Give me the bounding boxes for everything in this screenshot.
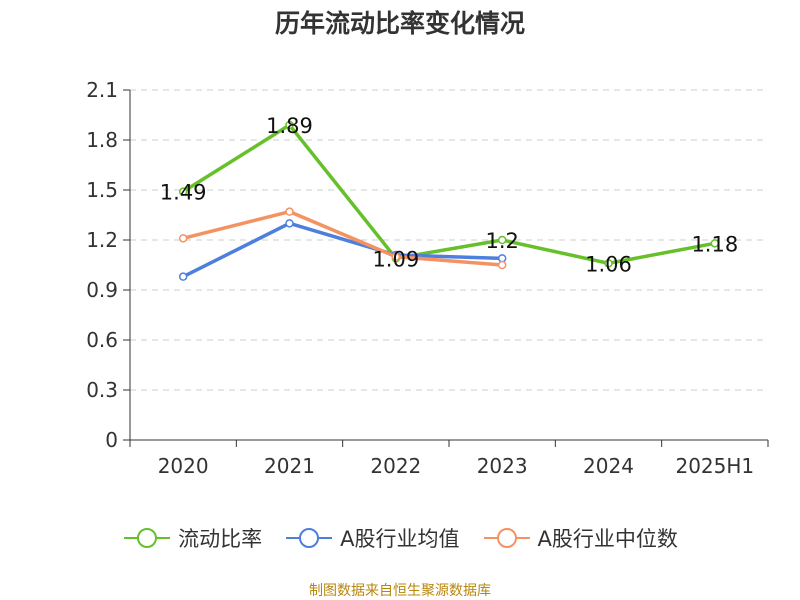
series-line-2 [182, 209, 503, 267]
y-tick-label: 0.9 [86, 278, 118, 302]
data-point [285, 207, 294, 216]
data-point [178, 234, 188, 243]
legend-label: A股行业中位数 [537, 527, 678, 551]
chart-title: 历年流动比率变化情况 [274, 9, 525, 38]
x-tick-label: 2023 [477, 454, 528, 478]
y-tick-label: 0.3 [86, 378, 118, 402]
y-tick-label: 1.2 [86, 228, 118, 252]
y-tick-label: 1.5 [86, 178, 118, 202]
series-line-1 [182, 221, 503, 279]
x-tick-label: 2024 [583, 454, 634, 478]
x-tick-label: 2020 [158, 454, 209, 478]
data-point [391, 252, 401, 261]
y-tick-label: 1.8 [86, 128, 118, 152]
series-line-0 [182, 123, 716, 266]
data-point [178, 272, 188, 281]
source-note: 制图数据来自恒生聚源数据库 [309, 583, 491, 599]
x-tick-label: 2022 [370, 454, 421, 478]
axes: 0 0.3 0.6 0.9 1.2 1.5 1.8 2.1 2020 2021 2022 2023 20… [86, 78, 769, 478]
legend-marker-icon [483, 528, 530, 548]
data-label: 1.06 [585, 252, 632, 276]
y-tick-label: 2.1 [86, 78, 118, 102]
y-tick-label: 0 [105, 428, 118, 452]
grid-lines [130, 89, 768, 391]
data-label: 1.18 [691, 232, 738, 256]
legend: 流动比率 A股行业均值 A股行业中位数 [0, 521, 800, 555]
data-labels: 1.49 1.89 1.09 1.2 1.06 1.18 [160, 114, 738, 276]
data-label: 1.89 [266, 114, 313, 138]
legend-label: 流动比率 [178, 527, 263, 551]
data-label: 1.2 [485, 229, 518, 253]
data-point [497, 260, 507, 270]
legend-item[interactable]: 流动比率 [122, 523, 262, 553]
data-point [710, 239, 720, 248]
legend-item[interactable]: A股行业中位数 [482, 523, 678, 553]
data-label: 1.49 [160, 181, 207, 205]
legend-label: A股行业均值 [340, 527, 460, 551]
data-point [178, 187, 188, 196]
series-lines [178, 120, 720, 281]
data-point [285, 219, 294, 228]
data-point [285, 120, 294, 130]
legend-item[interactable]: A股行业均值 [284, 523, 460, 553]
x-tick-label: 2021 [264, 454, 315, 478]
data-point [497, 235, 507, 245]
x-tick-label: 2025H1 [675, 454, 754, 478]
data-label: 1.09 [372, 247, 419, 271]
legend-marker-icon [286, 528, 333, 548]
y-tick-label: 0.6 [86, 328, 118, 352]
legend-marker-icon [124, 528, 171, 548]
data-point [604, 259, 613, 268]
